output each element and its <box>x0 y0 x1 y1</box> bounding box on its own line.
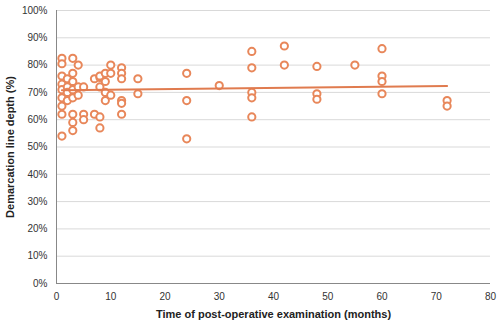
svg-text:Demarcation line depth (%): Demarcation line depth (%) <box>4 76 16 218</box>
svg-text:60: 60 <box>376 291 388 302</box>
svg-text:40%: 40% <box>27 169 47 180</box>
svg-text:0%: 0% <box>33 278 48 289</box>
svg-text:100%: 100% <box>22 5 48 16</box>
svg-text:20: 20 <box>159 291 171 302</box>
svg-text:30: 30 <box>214 291 226 302</box>
svg-text:20%: 20% <box>27 223 47 234</box>
svg-text:10: 10 <box>105 291 117 302</box>
svg-text:60%: 60% <box>27 114 47 125</box>
svg-text:10%: 10% <box>27 250 47 261</box>
svg-text:30%: 30% <box>27 196 47 207</box>
svg-text:0: 0 <box>54 291 60 302</box>
svg-text:40: 40 <box>268 291 280 302</box>
svg-text:70%: 70% <box>27 87 47 98</box>
svg-text:50%: 50% <box>27 141 47 152</box>
svg-text:70: 70 <box>431 291 443 302</box>
svg-text:50: 50 <box>322 291 334 302</box>
svg-text:80%: 80% <box>27 59 47 70</box>
svg-text:90%: 90% <box>27 32 47 43</box>
svg-text:80: 80 <box>485 291 497 302</box>
svg-text:Time of post-operative examina: Time of post-operative examination (mont… <box>156 308 391 320</box>
